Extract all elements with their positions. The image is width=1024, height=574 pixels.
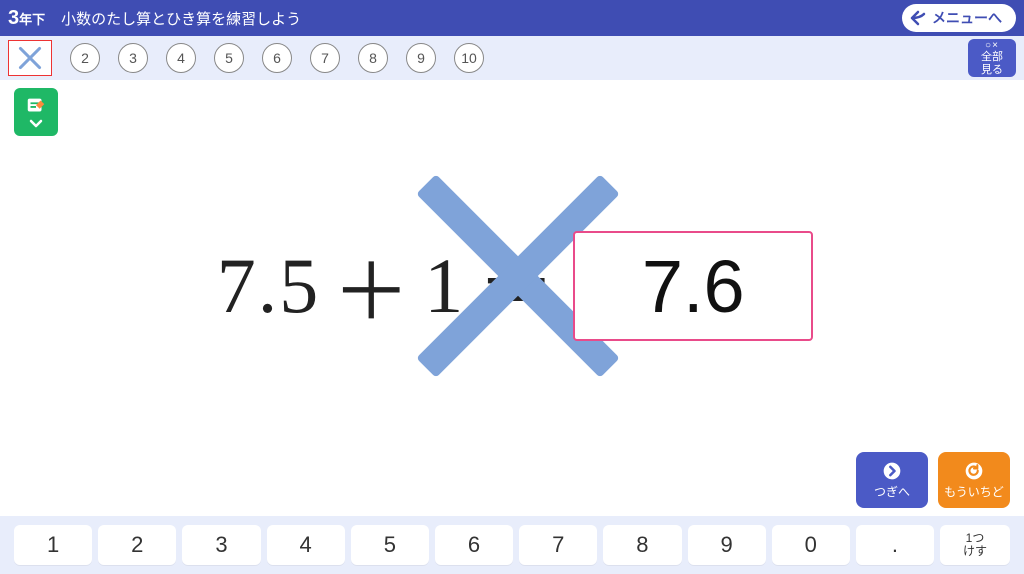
retry-icon [964,461,984,481]
arrow-right-circle-icon [882,461,902,481]
grade-suffix: 年下 [19,9,45,28]
back-arrow-icon [910,10,928,26]
key-7[interactable]: 7 [519,525,597,565]
qnav-item-6[interactable]: 6 [262,43,292,73]
qnav-item-4[interactable]: 4 [166,43,196,73]
next-button[interactable]: つぎへ [856,452,928,508]
key-2[interactable]: 2 [98,525,176,565]
key-backspace[interactable]: 1つ けす [940,525,1010,565]
equals-sign: ＝ [471,230,563,342]
equation: 7.5 ＋ 1 ＝ 7.6 [0,230,1024,342]
qnav-item-8[interactable]: 8 [358,43,388,73]
operator: ＋ [326,230,418,342]
key-9[interactable]: 9 [688,525,766,565]
key-5[interactable]: 5 [351,525,429,565]
qnav-item-1[interactable] [8,40,52,76]
note-toggle-button[interactable] [14,88,58,136]
question-nav: 23456789 10 ○× 全部 見る [0,36,1024,80]
backspace-line2: けす [963,545,987,558]
qnav-item-10[interactable]: 10 [454,43,484,73]
key-dot[interactable]: . [856,525,934,565]
view-all-line2: 見る [981,64,1003,76]
next-label: つぎへ [874,483,910,500]
key-1[interactable]: 1 [14,525,92,565]
key-3[interactable]: 3 [182,525,260,565]
retry-button[interactable]: もういちど [938,452,1010,508]
app-header: 3年下 小数のたし算とひき算を練習しよう メニューへ [0,0,1024,36]
qnav-item-2[interactable]: 2 [70,43,100,73]
menu-label: メニューへ [932,8,1002,28]
right-operand: 1 [418,241,471,331]
key-6[interactable]: 6 [435,525,513,565]
left-operand: 7.5 [211,241,327,331]
key-8[interactable]: 8 [603,525,681,565]
view-all-ox: ○× [985,40,999,51]
note-icon [25,95,47,117]
key-4[interactable]: 4 [267,525,345,565]
answer-input[interactable]: 7.6 [573,231,813,341]
mini-x-icon [17,45,43,71]
equation-text: 7.5 ＋ 1 ＝ [211,230,564,342]
qnav-item-3[interactable]: 3 [118,43,148,73]
action-buttons: つぎへ もういちど [856,452,1010,508]
keypad: 1234567890. 1つ けす [0,516,1024,574]
grade-label: 3年下 [8,7,45,30]
answer-value: 7.6 [642,244,745,329]
grade-number: 3 [8,7,19,30]
qnav-item-7[interactable]: 7 [310,43,340,73]
chevron-down-icon [29,119,43,129]
key-0[interactable]: 0 [772,525,850,565]
main-area: 7.5 ＋ 1 ＝ 7.6 つぎへ もういちど [0,80,1024,516]
qnav-item-9[interactable]: 9 [406,43,436,73]
menu-button[interactable]: メニューへ [902,4,1016,32]
qnav-item-5[interactable]: 5 [214,43,244,73]
retry-label: もういちど [944,483,1004,500]
view-all-button[interactable]: ○× 全部 見る [968,39,1016,77]
view-all-line1: 全部 [981,51,1003,63]
lesson-title: 小数のたし算とひき算を練習しよう [61,8,301,29]
